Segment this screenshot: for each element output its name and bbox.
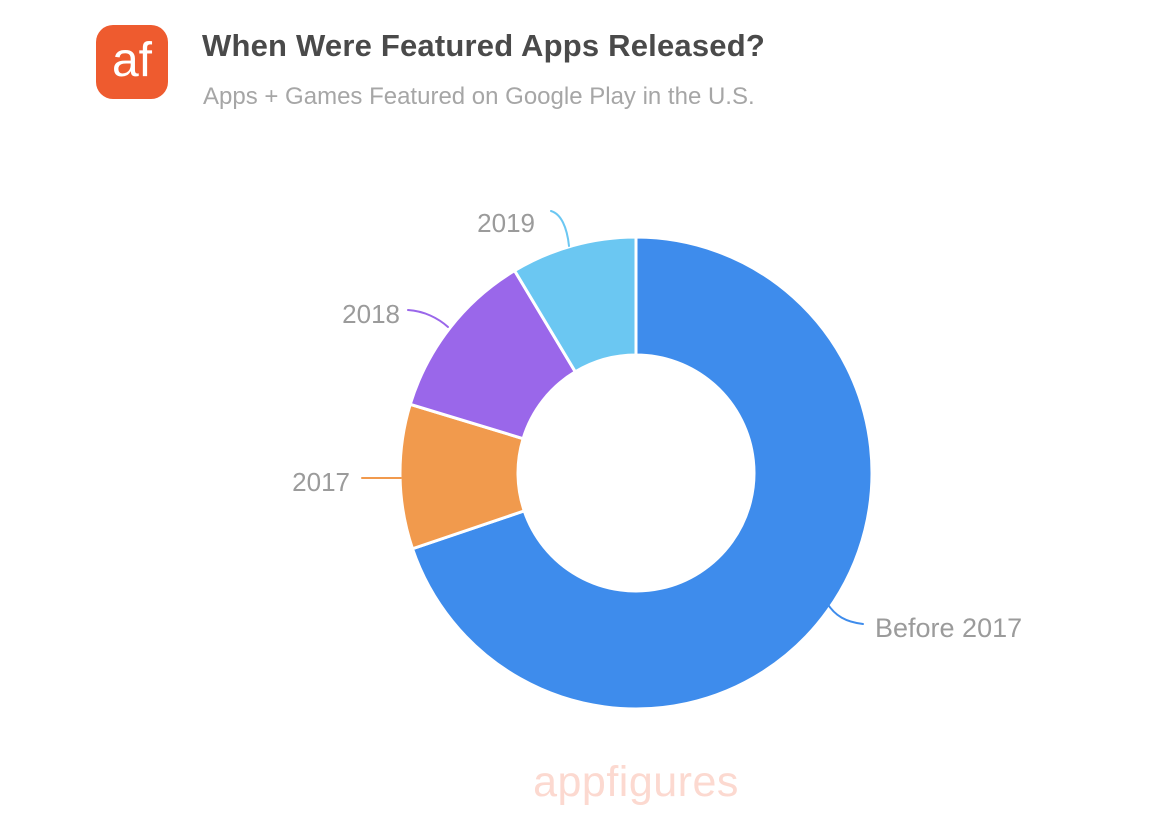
segment-label-2018: 2018 (342, 299, 400, 329)
leader-line-2018 (407, 309, 449, 328)
leader-line-2019 (550, 210, 570, 247)
appfigures-logo-text: af (111, 33, 153, 87)
donut-segment-before-2017[interactable] (410, 235, 874, 711)
donut-segment-2019[interactable] (512, 235, 638, 374)
segment-label-2019: 2019 (477, 208, 535, 238)
appfigures-logo: af (96, 25, 168, 99)
segment-label-2017: 2017 (292, 467, 350, 497)
segment-label-before-2017: Before 2017 (875, 613, 1023, 643)
chart-title: When Were Featured Apps Released? (202, 28, 766, 63)
appfigures-watermark: appfigures (533, 758, 739, 806)
donut-segments (398, 235, 874, 711)
leader-line-before-2017 (826, 602, 864, 625)
chart-subtitle: Apps + Games Featured on Google Play in … (203, 83, 755, 110)
